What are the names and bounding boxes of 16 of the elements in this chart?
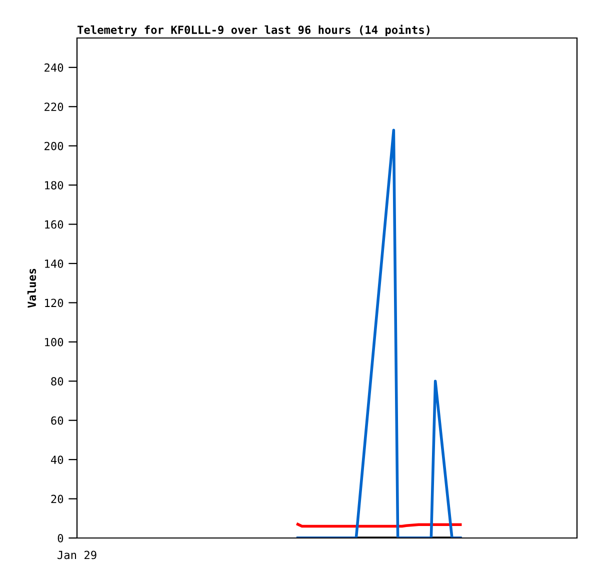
y-tick-label: 180 xyxy=(45,181,64,190)
y-tick-label: 0 xyxy=(58,534,64,542)
chart-title: Telemetry for KF0LLL-9 over last 96 hours (14 points) xyxy=(77,24,430,36)
y-tick-label: 200 xyxy=(44,142,64,150)
y-tick-label: 100 xyxy=(45,338,64,346)
y-tick-label: 80 xyxy=(51,377,64,386)
y-tick-label: 40 xyxy=(50,456,64,464)
y-axis-title: Values xyxy=(27,268,36,308)
y-tick-label: 240 xyxy=(44,63,64,72)
y-tick-label: 140 xyxy=(45,259,64,268)
y-tick-label: 160 xyxy=(45,220,64,229)
y-tick-label: 60 xyxy=(51,416,64,425)
text: Jan 29 xyxy=(58,550,96,560)
y-tick-label: 220 xyxy=(44,102,64,112)
y-tick-label: 120 xyxy=(45,298,64,308)
y-tick-label: 20 xyxy=(51,494,64,504)
